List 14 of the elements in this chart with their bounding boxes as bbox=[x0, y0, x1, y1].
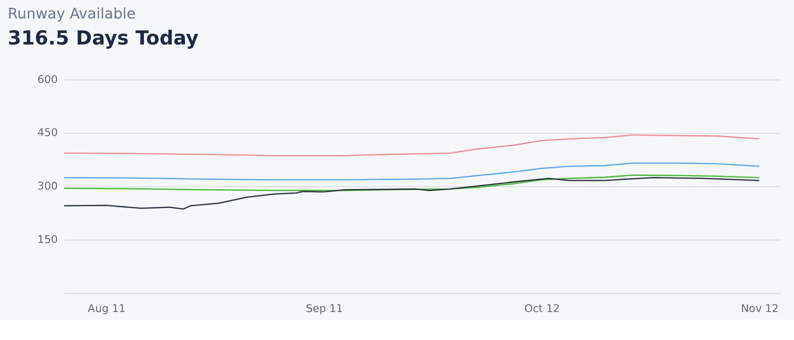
line-series bbox=[63, 174, 760, 192]
x-tick-label: Sep 11 bbox=[306, 302, 343, 315]
chart-title: Runway Available bbox=[8, 5, 136, 22]
line-series bbox=[63, 134, 760, 156]
line-series bbox=[63, 162, 760, 180]
line-series bbox=[63, 177, 760, 210]
y-tick-label: 150 bbox=[37, 232, 58, 246]
y-tick-label: 600 bbox=[37, 72, 58, 86]
y-tick-label: 300 bbox=[37, 180, 58, 193]
x-tick-label: Oct 12 bbox=[524, 302, 560, 315]
x-tick-label: Aug 11 bbox=[88, 302, 126, 315]
x-tick-label: Nov 12 bbox=[740, 302, 779, 315]
chart-subtitle: 316.5 Days Today bbox=[8, 26, 199, 50]
y-tick-label: 450 bbox=[37, 126, 58, 140]
